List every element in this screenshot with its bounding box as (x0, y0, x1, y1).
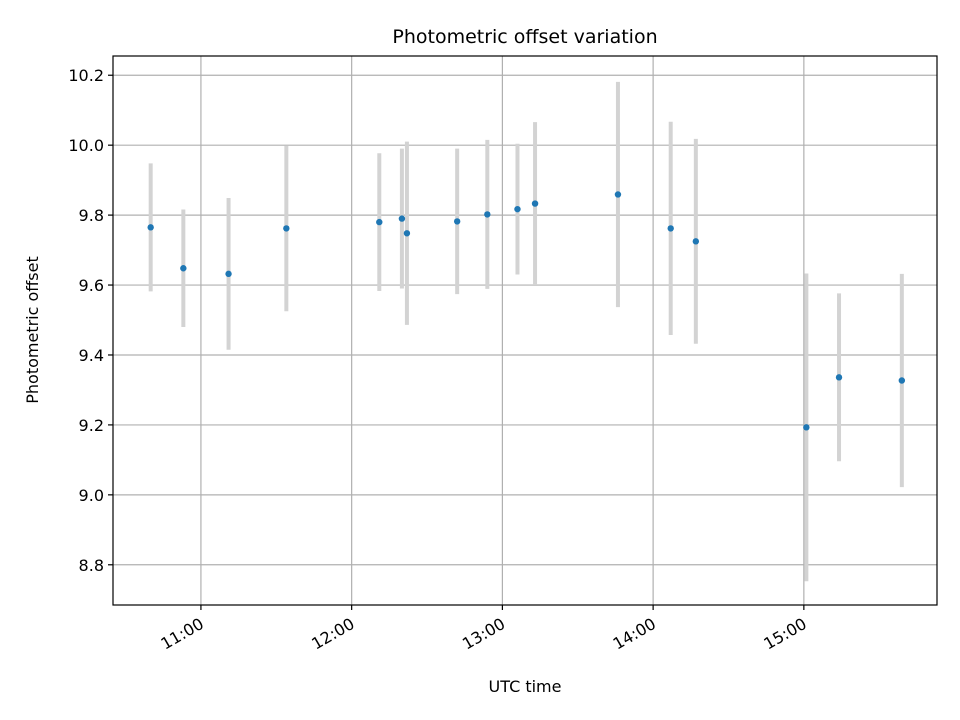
chart-title: Photometric offset variation (392, 26, 657, 48)
data-point (898, 377, 906, 384)
y-tick-label: 9.6 (79, 276, 104, 295)
data-point (283, 225, 290, 232)
data-point (180, 265, 187, 272)
y-tick-label: 9.8 (79, 206, 104, 225)
data-point (225, 270, 232, 278)
y-axis-label: Photometric offset (23, 256, 42, 404)
data-point (403, 230, 411, 237)
data-point (376, 218, 383, 226)
data-point (614, 191, 622, 198)
y-tick-label: 8.8 (79, 556, 104, 575)
grid (113, 56, 937, 605)
data-point (803, 424, 810, 431)
data-point (667, 225, 674, 232)
y-tick-label: 9.0 (79, 486, 104, 505)
data-point (835, 374, 843, 381)
plot-frame (112, 55, 938, 606)
y-tick-label: 9.4 (79, 346, 104, 365)
y-tick-label: 10.0 (68, 136, 104, 155)
y-tick-label: 9.2 (79, 416, 104, 435)
x-axis-label: UTC time (489, 677, 562, 696)
data-point (398, 215, 406, 222)
data-point (514, 205, 521, 213)
data-point (531, 200, 539, 207)
data-point (692, 238, 700, 245)
y-tick-label: 10.2 (68, 66, 104, 85)
data-point (453, 218, 461, 225)
data-point (147, 224, 154, 231)
data-point (484, 211, 491, 218)
data-points (147, 191, 906, 431)
